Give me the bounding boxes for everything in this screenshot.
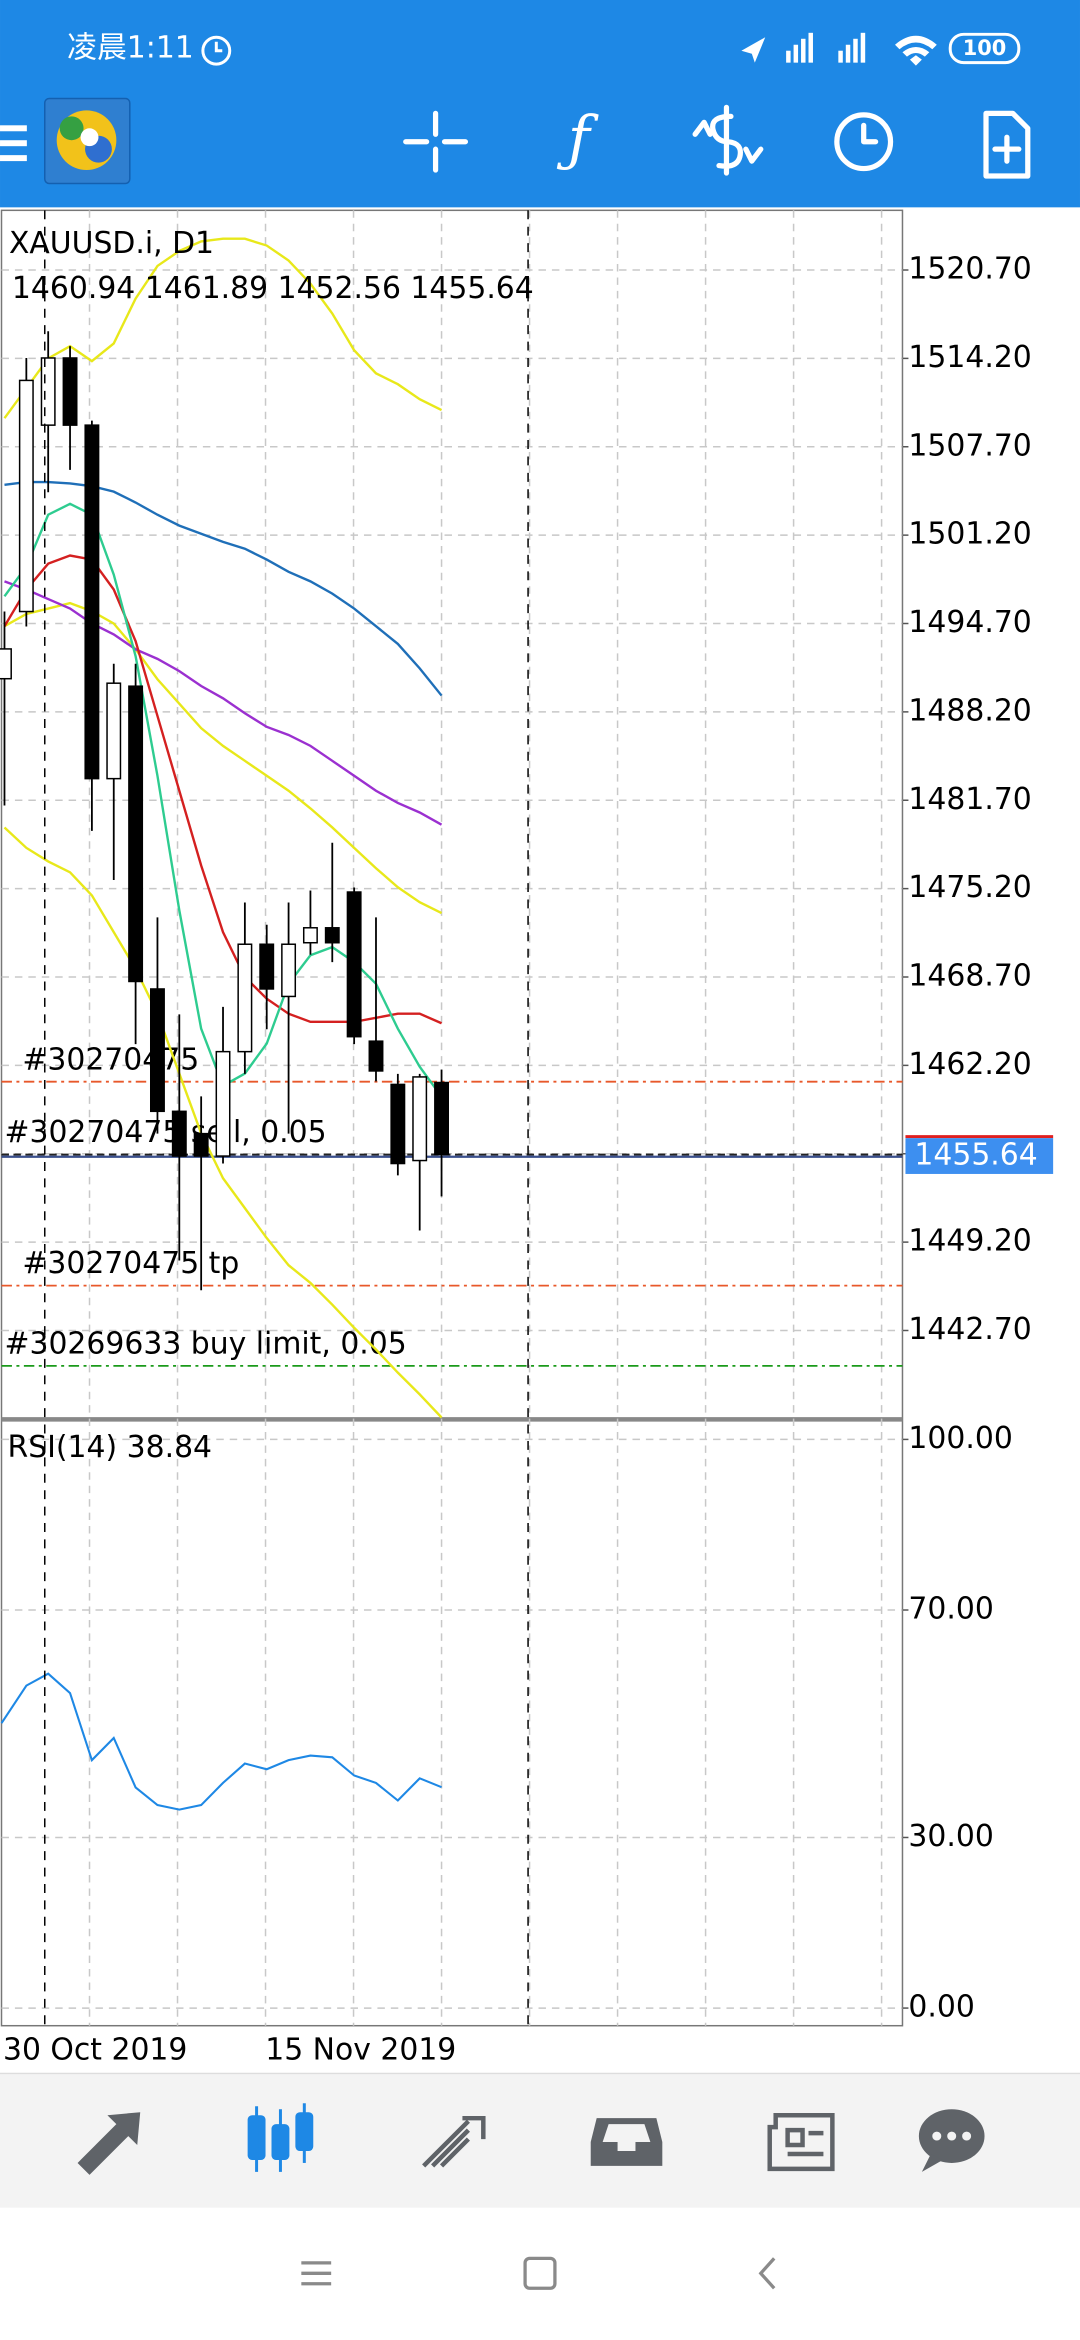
indicator-line <box>4 480 443 697</box>
app-bar <box>0 0 1080 208</box>
y-tick-label: 1488.20 <box>908 693 1031 728</box>
candle-body <box>62 357 78 426</box>
y-tick-label: 1468.70 <box>908 958 1031 993</box>
app-logo[interactable] <box>44 97 131 185</box>
y-tick-label: 100.00 <box>908 1421 1012 1456</box>
y-tick-label: 1449.20 <box>908 1224 1031 1259</box>
y-tick-label: 1475.20 <box>908 870 1031 905</box>
back-key[interactable] <box>758 2257 776 2290</box>
indicator-line <box>3 826 443 1419</box>
candle-body <box>106 682 122 780</box>
objects-button[interactable] <box>983 110 1031 179</box>
candle-body <box>215 1050 231 1157</box>
candle-body <box>346 891 362 1038</box>
order-label: #30269633 buy limit, 0.05 <box>4 1326 406 1361</box>
symbol-label: XAUUSD.i, D1 <box>9 226 214 261</box>
menu-key[interactable] <box>301 2261 332 2286</box>
chart-tab[interactable] <box>247 2103 314 2172</box>
indicator-line <box>4 580 443 826</box>
candle-body <box>0 648 12 680</box>
candle-body <box>149 988 165 1113</box>
crosshair-button[interactable] <box>403 110 469 173</box>
y-tick-label: 1494.70 <box>908 605 1031 640</box>
quotes-tab[interactable] <box>77 2112 141 2175</box>
x-tick-label: 15 Nov 2019 <box>265 2033 456 2068</box>
chart-frame <box>0 209 904 2027</box>
rsi-label: RSI(14) 38.84 <box>7 1430 212 1465</box>
trade-tab[interactable] <box>422 2115 486 2168</box>
y-tick-label: 1501.20 <box>908 517 1031 552</box>
last-price-label: 1455.64 <box>914 1138 1037 1173</box>
candle-body <box>412 1076 428 1162</box>
candle-body <box>368 1040 384 1072</box>
timeframe-button[interactable] <box>834 112 894 172</box>
system-nav <box>301 2256 776 2290</box>
rsi-line <box>0 1672 442 1811</box>
candle-body <box>390 1083 406 1165</box>
candle-body <box>259 943 275 990</box>
battery <box>948 32 1021 65</box>
indicator-line <box>3 554 443 1025</box>
y-tick-label: 30.00 <box>908 1819 993 1854</box>
menu-button[interactable] <box>0 125 27 162</box>
plot: 1520.70 1514.20 1507.70 1501.20 1494.70 1488.… <box>0 237 1054 2068</box>
candle-body <box>128 685 144 983</box>
candle-body <box>193 1132 209 1157</box>
chat-tab[interactable] <box>918 2109 985 2172</box>
signal-icons <box>741 32 937 66</box>
y-tick-label: 70.00 <box>908 1592 993 1627</box>
candle-body <box>324 927 340 944</box>
y-tick-label: 0.00 <box>908 1990 974 2025</box>
candle-body <box>237 943 253 1053</box>
candle-body <box>434 1081 450 1156</box>
y-tick-label: 1520.70 <box>908 252 1031 287</box>
bottom-nav <box>0 2073 1080 2208</box>
order-label: #30270475 sell, 0.05 <box>4 1115 326 1150</box>
trade-button[interactable] <box>692 104 764 176</box>
y-tick-label: 1462.20 <box>908 1047 1031 1082</box>
candle-body <box>18 379 34 613</box>
y-tick-label: 1514.20 <box>908 340 1031 375</box>
battery-level: 100 <box>963 36 1007 60</box>
y-tick-label: 1442.70 <box>908 1312 1031 1347</box>
ohlc-label: 1460.94 1461.89 1452.56 1455.64 <box>12 271 534 306</box>
candle-body <box>171 1110 187 1157</box>
news-tab[interactable] <box>767 2112 835 2172</box>
y-tick-label: 1507.70 <box>908 428 1031 463</box>
x-tick-label: 30 Oct 2019 <box>3 2033 187 2068</box>
last-price-box <box>905 1138 1054 1174</box>
order-label: #30270475 <box>22 1042 199 1077</box>
candle-body <box>84 424 100 780</box>
history-tab[interactable] <box>590 2118 663 2166</box>
status-time: 凌晨1:11 <box>67 31 194 66</box>
order-label: #30270475 tp <box>22 1246 239 1281</box>
alarm-icon <box>201 35 232 66</box>
candle-body <box>40 357 56 426</box>
indicator-line <box>3 601 443 915</box>
home-key[interactable] <box>523 2256 557 2290</box>
candle-body <box>281 943 297 998</box>
indicator-line <box>3 237 443 419</box>
candle-body <box>302 927 318 944</box>
y-tick-label: 1481.70 <box>908 782 1031 817</box>
